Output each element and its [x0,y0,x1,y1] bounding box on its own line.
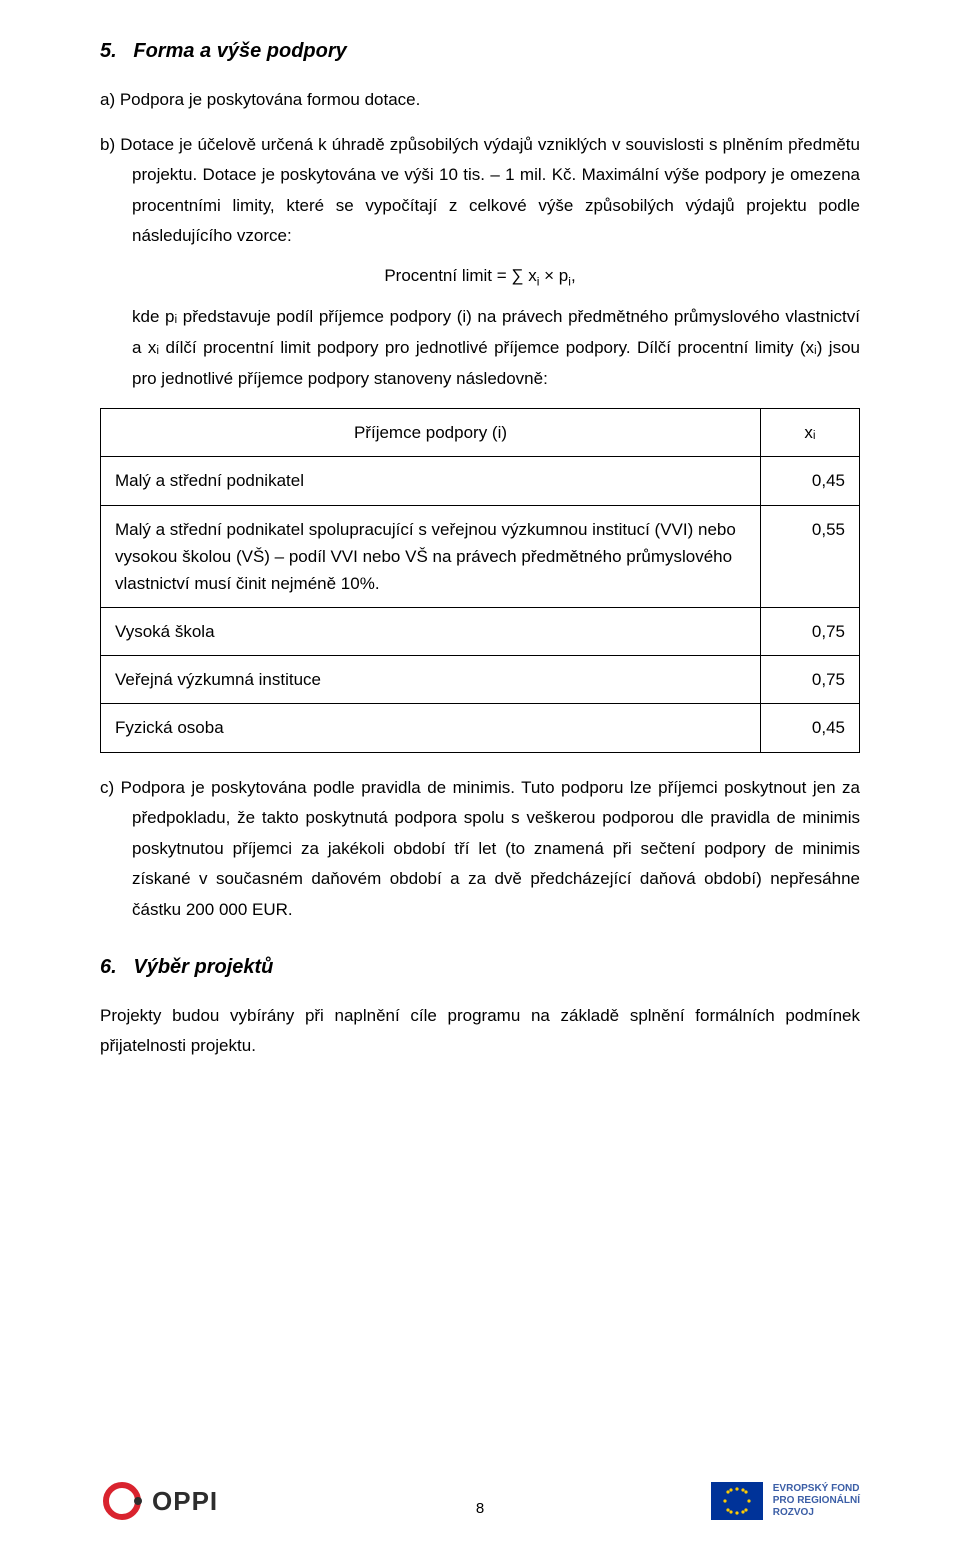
oppi-logo-block: OPPI [100,1479,218,1523]
table-cell-value: 0,45 [761,704,860,752]
erdf-line-2: PRO REGIONÁLNÍ [773,1495,860,1507]
table-cell-label: Fyzická osoba [101,704,761,752]
table-row: Vysoká škola 0,75 [101,608,860,656]
section-5-c: c) Podpora je poskytována podle pravidla… [100,773,860,926]
table-header-row: Příjemce podpory (i) xᵢ [101,409,860,457]
table-cell-value: 0,55 [761,505,860,608]
section-5-heading: 5. Forma a výše podpory [100,40,860,63]
table-cell-value: 0,75 [761,656,860,704]
section-6-title: Výběr projektů [133,956,273,978]
erdf-line-1: EVROPSKÝ FOND [773,1483,860,1495]
table-row: Veřejná výzkumná instituce 0,75 [101,656,860,704]
formula-line: Procentní limit = ∑ xi × pi, [100,266,860,288]
table-header-right: xᵢ [761,409,860,457]
oppi-logo-text: OPPI [152,1486,218,1517]
eu-flag-icon [711,1482,763,1520]
formula-sep: × p [539,266,568,285]
section-5-b-body: kde pᵢ představuje podíl příjemce podpor… [100,302,860,394]
page-footer: OPPI [0,1479,960,1523]
table-cell-value: 0,45 [761,457,860,505]
table-cell-label: Vysoká škola [101,608,761,656]
erdf-text: EVROPSKÝ FOND PRO REGIONÁLNÍ ROZVOJ [773,1483,860,1519]
section-5-number: 5. [100,40,117,62]
table-cell-label: Malý a střední podnikatel [101,457,761,505]
document-page: 5. Forma a výše podpory a) Podpora je po… [0,0,960,1543]
footer-row: OPPI [100,1479,860,1523]
section-6-body: Projekty budou vybírány při naplnění cíl… [100,1001,860,1062]
table-cell-label: Malý a střední podnikatel spolupracující… [101,505,761,608]
formula-text: Procentní limit = ∑ x [384,266,536,285]
table-row: Fyzická osoba 0,45 [101,704,860,752]
table-row: Malý a střední podnikatel 0,45 [101,457,860,505]
table-row: Malý a střední podnikatel spolupracující… [101,505,860,608]
oppi-logo-icon [100,1479,144,1523]
erdf-block: EVROPSKÝ FOND PRO REGIONÁLNÍ ROZVOJ [711,1482,860,1520]
section-6-number: 6. [100,956,117,978]
table-header-left: Příjemce podpory (i) [101,409,761,457]
table-cell-label: Veřejná výzkumná instituce [101,656,761,704]
section-5-title: Forma a výše podpory [133,40,346,62]
section-5-b-intro: b) Dotace je účelově určená k úhradě způ… [100,130,860,252]
section-6-heading: 6. Výběr projektů [100,956,860,979]
formula-tail: , [571,266,576,285]
table-cell-value: 0,75 [761,608,860,656]
limits-table: Příjemce podpory (i) xᵢ Malý a střední p… [100,408,860,753]
erdf-line-3: ROZVOJ [773,1507,860,1519]
section-5-a: a) Podpora je poskytována formou dotace. [100,85,860,116]
